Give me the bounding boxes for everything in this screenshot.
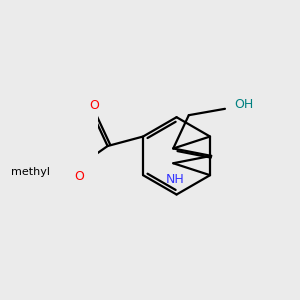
Text: OH: OH — [234, 98, 254, 111]
Text: O: O — [75, 169, 84, 183]
Text: O: O — [89, 99, 99, 112]
Text: methyl: methyl — [11, 167, 50, 177]
Text: NH: NH — [166, 173, 185, 186]
